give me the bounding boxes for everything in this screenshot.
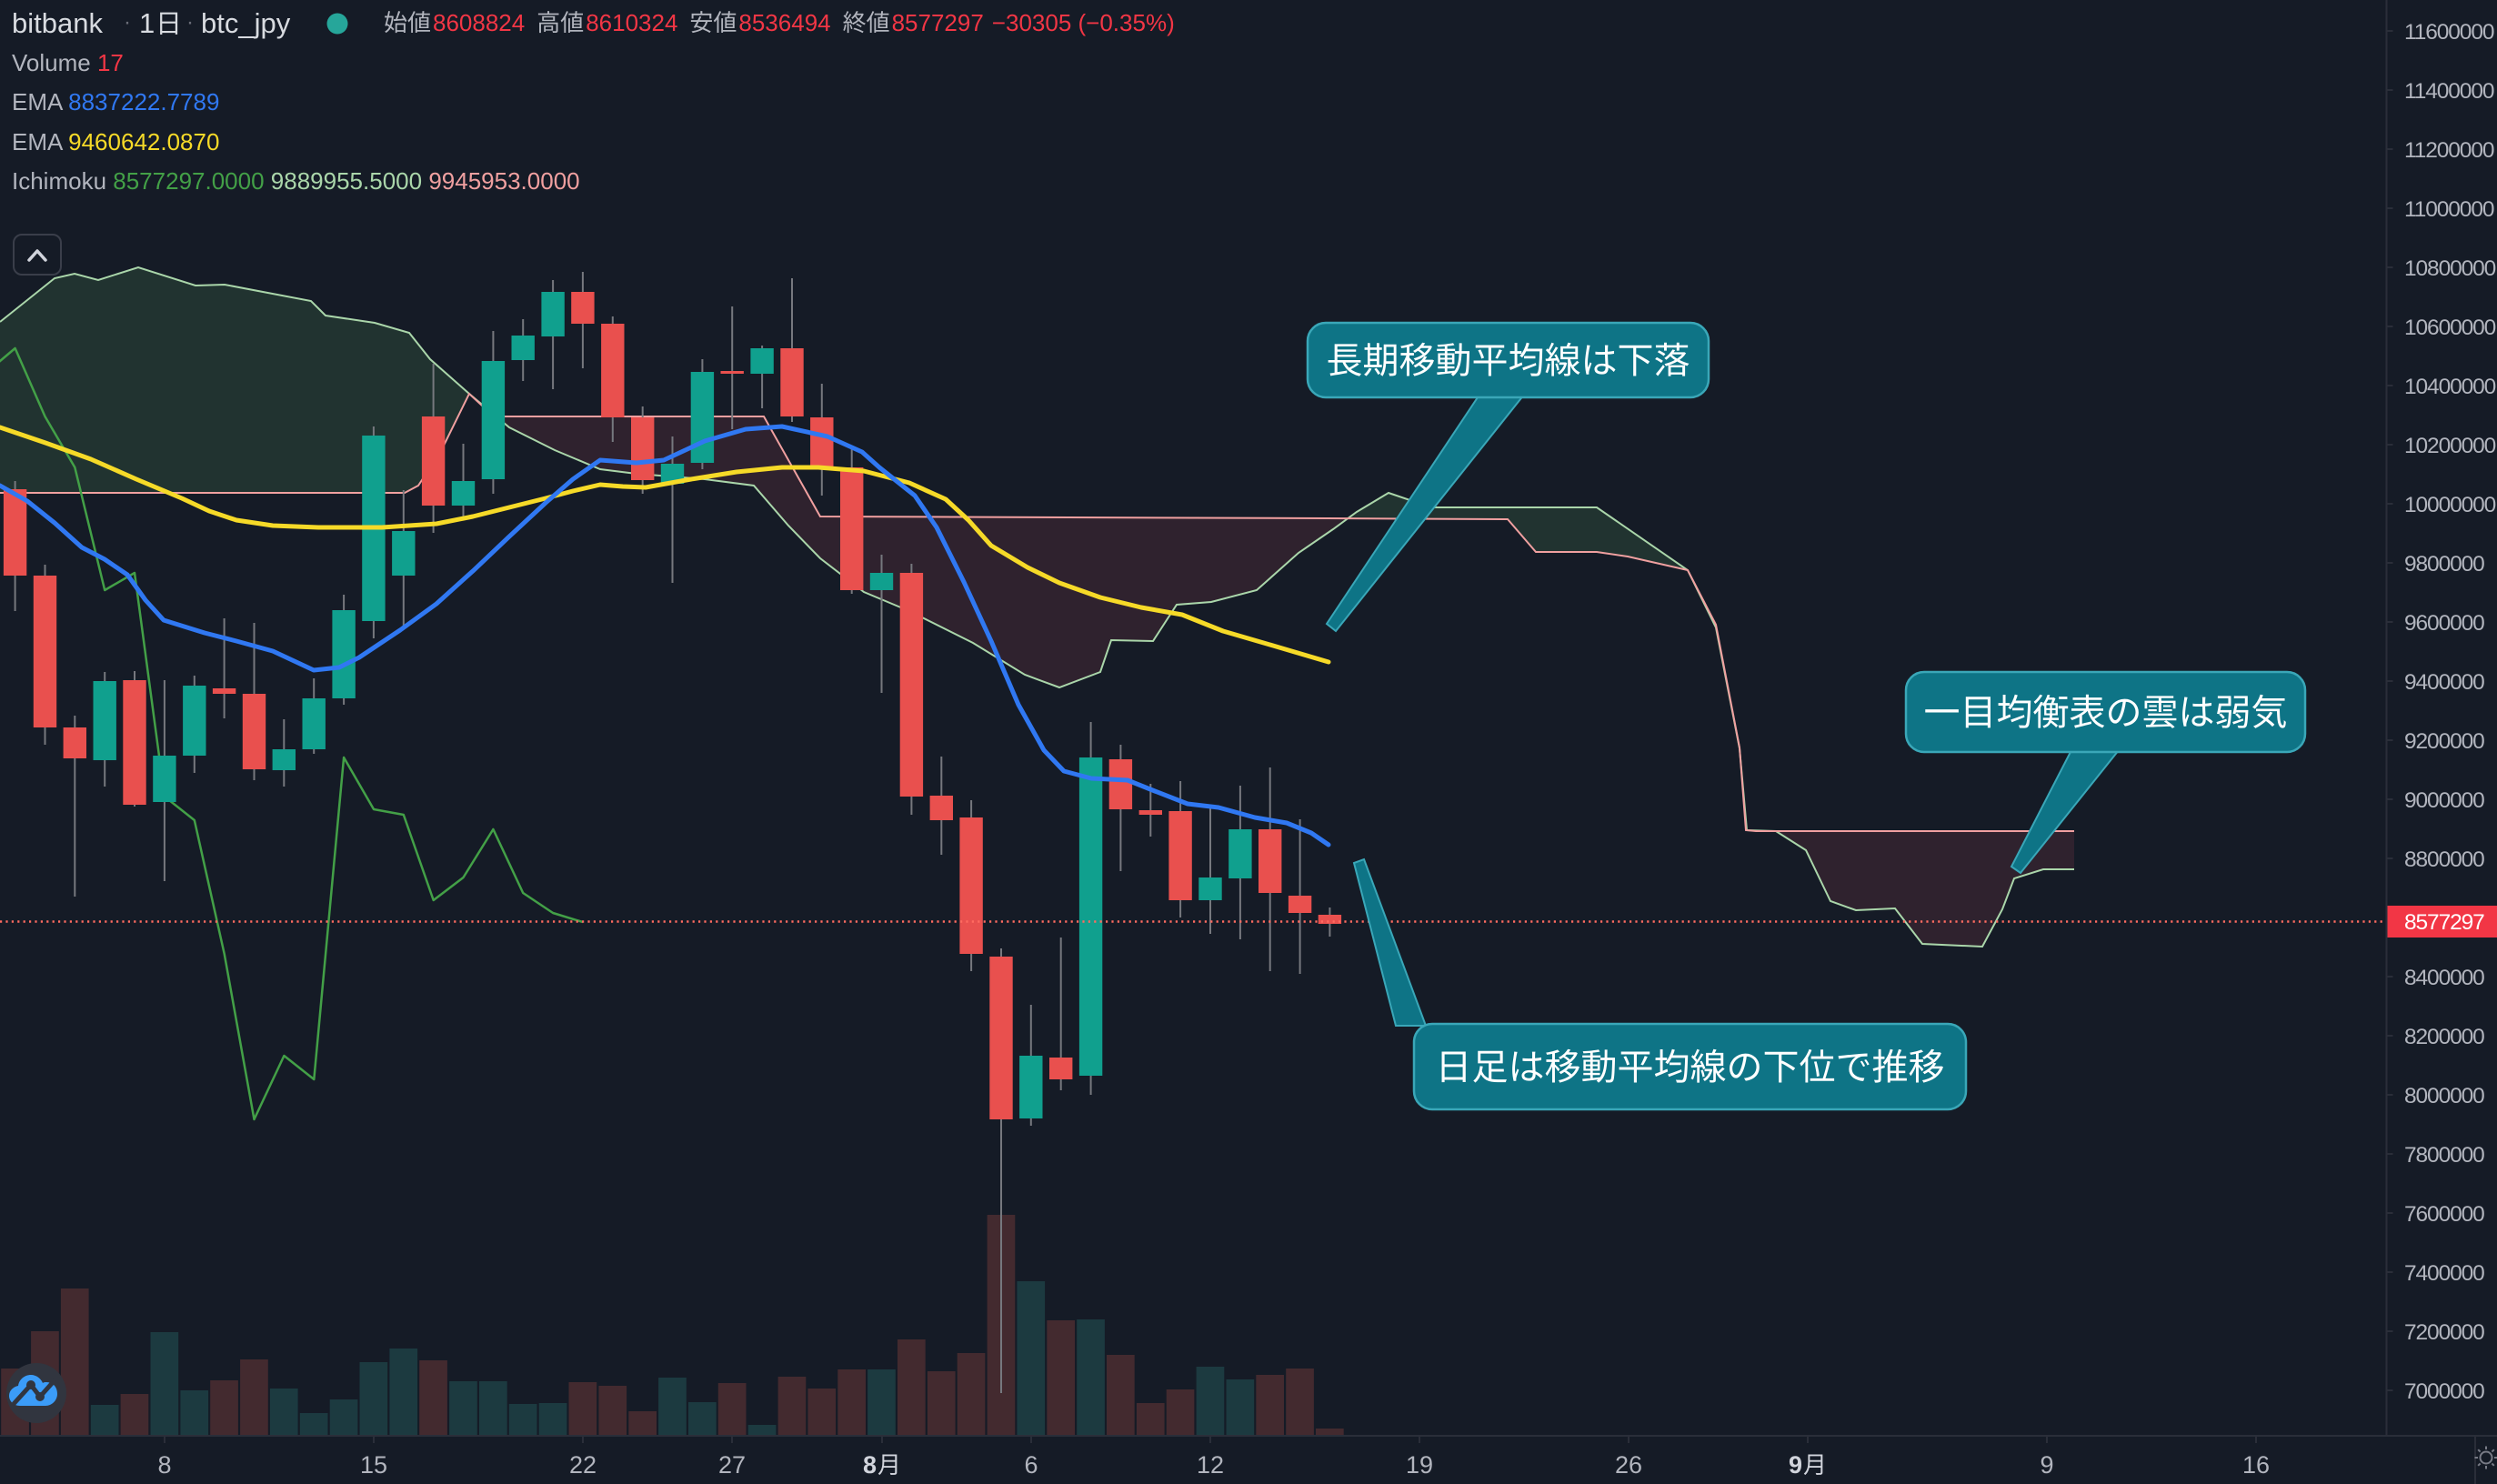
svg-text:8000000: 8000000 (2404, 1084, 2484, 1108)
svg-text:1: 1 (139, 7, 155, 39)
svg-text:16: 16 (2242, 1451, 2270, 1479)
svg-text:8610324: 8610324 (586, 9, 677, 36)
svg-text:−30305 (−0.35%): −30305 (−0.35%) (992, 9, 1175, 36)
svg-text:8: 8 (863, 1451, 877, 1479)
svg-text:8536494: 8536494 (738, 9, 830, 36)
svg-text:7000000: 7000000 (2404, 1379, 2484, 1404)
svg-text:10800000: 10800000 (2404, 256, 2496, 281)
svg-text:bitbank: bitbank (12, 7, 103, 39)
svg-text:10400000: 10400000 (2404, 375, 2496, 399)
svg-text:15: 15 (360, 1451, 387, 1479)
svg-text:10600000: 10600000 (2404, 316, 2496, 340)
svg-text:22: 22 (569, 1451, 597, 1479)
svg-text:EMA 8837222.7789: EMA 8837222.7789 (12, 88, 219, 115)
svg-text:11400000: 11400000 (2404, 79, 2494, 104)
svg-text:8400000: 8400000 (2404, 966, 2484, 990)
svg-text:19: 19 (1406, 1451, 1433, 1479)
svg-text:26: 26 (1615, 1451, 1642, 1479)
svg-text:7800000: 7800000 (2404, 1143, 2484, 1168)
svg-text:8200000: 8200000 (2404, 1025, 2484, 1049)
svg-text:·: · (186, 10, 194, 35)
svg-text:EMA 9460642.0870: EMA 9460642.0870 (12, 128, 219, 155)
svg-text:9200000: 9200000 (2404, 729, 2484, 754)
svg-text:7600000: 7600000 (2404, 1202, 2484, 1227)
svg-text:9: 9 (1789, 1451, 1802, 1479)
svg-text:btc_jpy: btc_jpy (201, 7, 291, 39)
svg-text:Ichimoku 8577297.0000 988995: Ichimoku 8577297.0000 9889955.5000 99459… (12, 167, 580, 195)
svg-text:·: · (124, 10, 131, 35)
svg-text:11200000: 11200000 (2404, 138, 2494, 163)
svg-text:9000000: 9000000 (2404, 788, 2484, 813)
svg-text:8: 8 (157, 1451, 171, 1479)
svg-text:8800000: 8800000 (2404, 847, 2484, 872)
svg-text:8577297: 8577297 (892, 9, 984, 36)
svg-text:8608824: 8608824 (433, 9, 525, 36)
svg-text:9600000: 9600000 (2404, 611, 2484, 636)
svg-text:11600000: 11600000 (2404, 20, 2494, 45)
svg-text:10200000: 10200000 (2404, 434, 2496, 458)
svg-text:9400000: 9400000 (2404, 670, 2484, 695)
svg-text:6: 6 (1024, 1451, 1038, 1479)
svg-text:7200000: 7200000 (2404, 1320, 2484, 1345)
svg-text:8577297: 8577297 (2404, 910, 2484, 935)
svg-text:Volume 17: Volume 17 (12, 49, 124, 76)
svg-text:27: 27 (718, 1451, 746, 1479)
svg-text:11000000: 11000000 (2404, 197, 2494, 222)
svg-text:10000000: 10000000 (2404, 493, 2496, 517)
svg-text:7400000: 7400000 (2404, 1261, 2484, 1286)
svg-text:9800000: 9800000 (2404, 552, 2484, 577)
svg-text:9: 9 (2040, 1451, 2053, 1479)
svg-text:12: 12 (1197, 1451, 1224, 1479)
